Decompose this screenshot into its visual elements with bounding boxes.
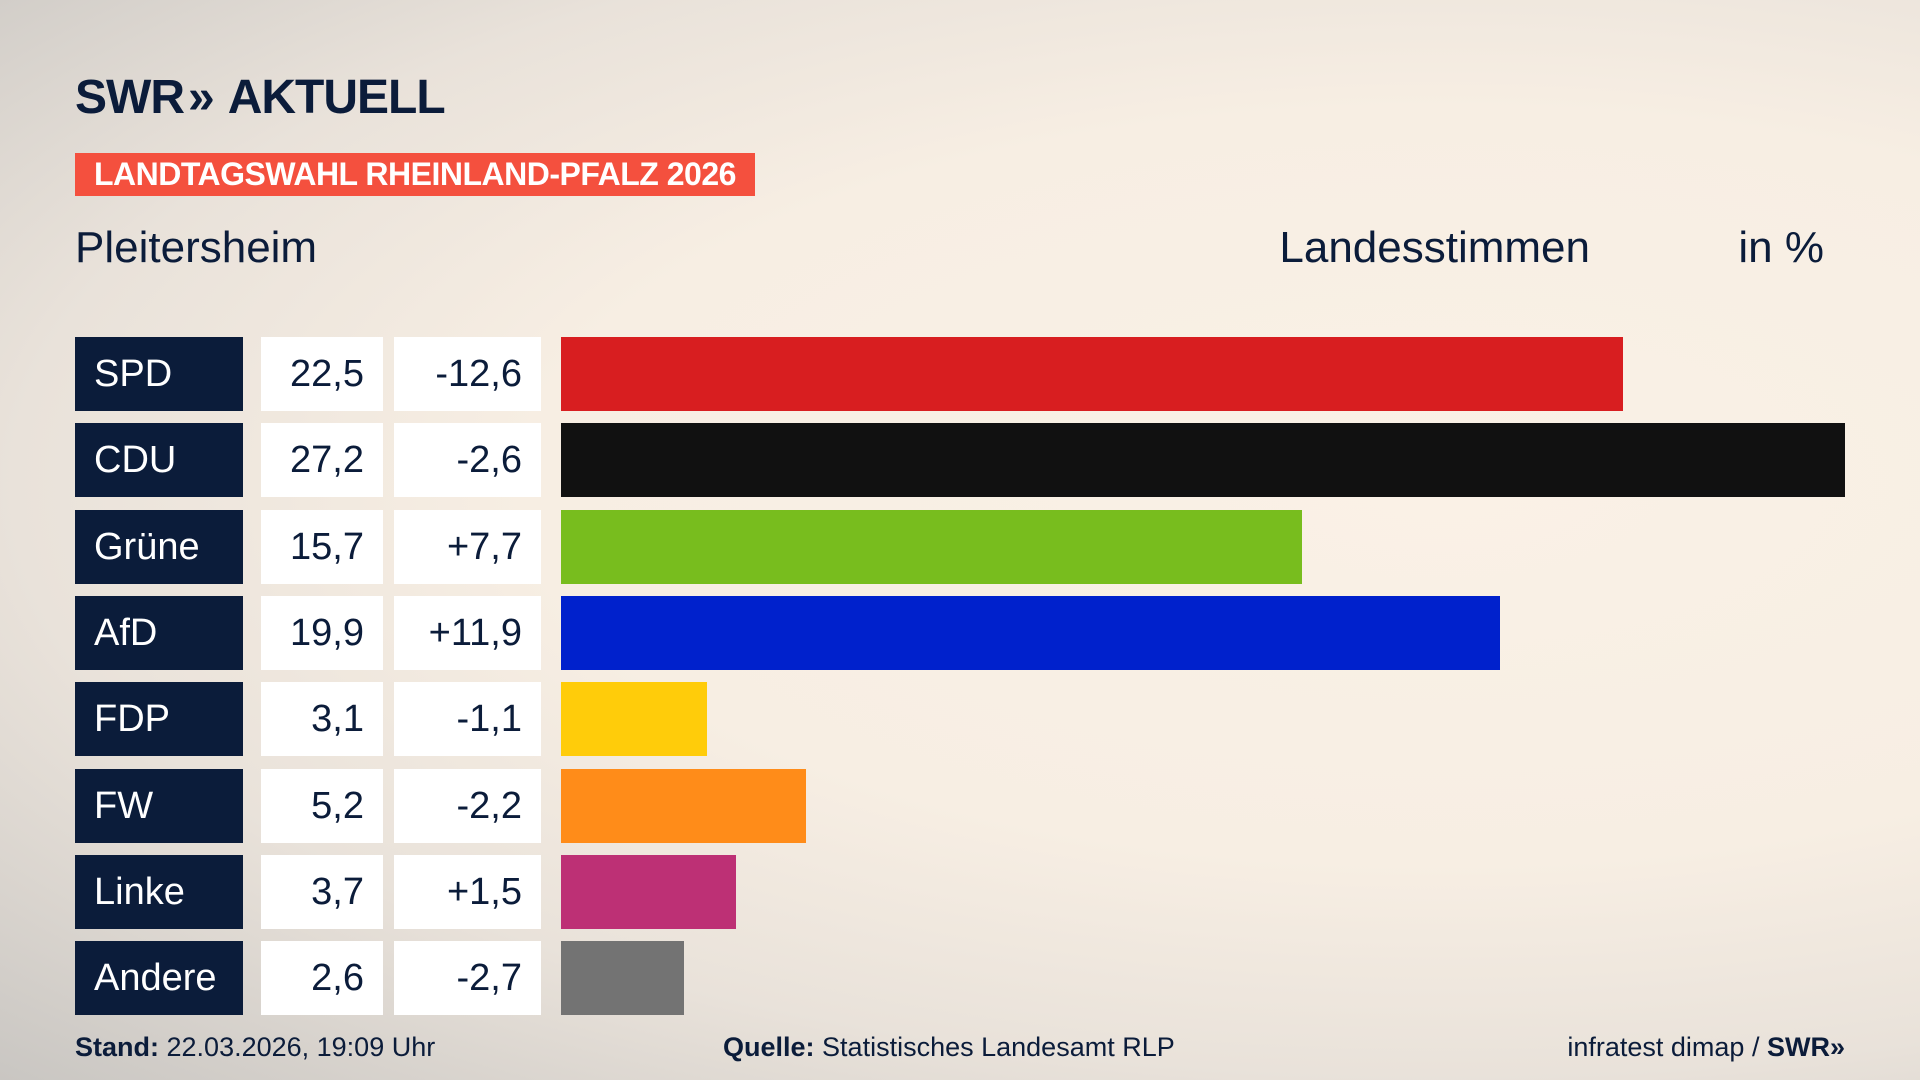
source-value: Statistisches Landesamt RLP	[822, 1032, 1175, 1062]
value-label: 22,5	[261, 337, 383, 411]
unit-label: in %	[1738, 223, 1824, 272]
party-label: SPD	[75, 337, 243, 411]
change-label: +1,5	[394, 854, 541, 929]
bar	[561, 682, 708, 757]
logo-swr: SWR	[75, 71, 185, 124]
footer-stand: Stand: 22.03.2026, 19:09 Uhr	[75, 1030, 435, 1064]
bar	[561, 423, 1845, 498]
change-label: -2,6	[394, 423, 541, 498]
change-label: +7,7	[394, 509, 541, 584]
party-label: Andere	[75, 941, 243, 1016]
election-tag: LANDTAGSWAHL RHEINLAND-PFALZ 2026	[75, 153, 755, 196]
value-label: 3,7	[261, 854, 383, 929]
stand-value: 22.03.2026, 19:09 Uhr	[166, 1032, 436, 1062]
change-label: -1,1	[394, 682, 541, 757]
party-label: FW	[75, 768, 243, 843]
party-label: Linke	[75, 854, 243, 929]
value-label: 2,6	[261, 941, 383, 1016]
bar	[561, 337, 1624, 411]
chevrons-icon: »	[1829, 1032, 1845, 1062]
logo-aktuell: AKTUELL	[227, 71, 446, 124]
change-label: -12,6	[394, 337, 541, 411]
change-label: -2,2	[394, 768, 541, 843]
credit-swr-logo: SWR	[1766, 1032, 1830, 1062]
credit-text: infratest dimap /	[1567, 1032, 1760, 1062]
value-label: 5,2	[261, 768, 383, 843]
bar	[561, 509, 1303, 584]
stand-label: Stand:	[75, 1032, 159, 1062]
party-label: CDU	[75, 423, 243, 498]
value-label: 27,2	[261, 423, 383, 498]
bar	[561, 768, 807, 843]
change-label: -2,7	[394, 941, 541, 1016]
bar	[561, 941, 684, 1016]
measure-label: Landesstimmen	[1279, 223, 1590, 272]
footer-source: Quelle: Statistisches Landesamt RLP	[723, 1030, 1175, 1064]
party-label: FDP	[75, 682, 243, 757]
change-label: +11,9	[394, 595, 541, 670]
party-label: AfD	[75, 595, 243, 670]
value-label: 15,7	[261, 509, 383, 584]
footer-credit: infratest dimap / SWR»	[1567, 1030, 1845, 1064]
bar	[561, 595, 1501, 670]
region-title: Pleitersheim	[75, 223, 318, 272]
value-label: 19,9	[261, 595, 383, 670]
bar	[561, 854, 736, 929]
chevrons-icon: »	[187, 71, 215, 124]
party-label: Grüne	[75, 509, 243, 584]
source-label: Quelle:	[723, 1032, 815, 1062]
swr-aktuell-logo: SWR» AKTUELL	[75, 70, 446, 126]
value-label: 3,1	[261, 682, 383, 757]
